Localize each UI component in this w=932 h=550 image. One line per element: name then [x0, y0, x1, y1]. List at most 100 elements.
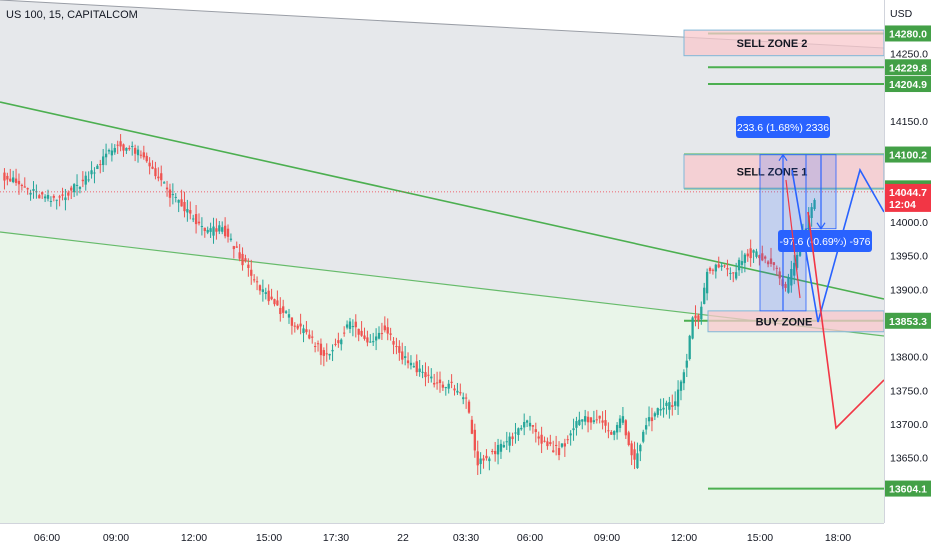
candle[interactable] [560, 443, 564, 449]
candle[interactable] [737, 257, 741, 276]
candle[interactable] [133, 144, 137, 162]
candle[interactable] [601, 411, 604, 430]
candle[interactable] [293, 322, 296, 333]
candle[interactable] [517, 427, 520, 441]
candle[interactable] [624, 419, 627, 439]
candle[interactable] [49, 196, 53, 207]
candle[interactable] [157, 167, 160, 182]
candle[interactable] [462, 392, 465, 405]
candle[interactable] [752, 249, 755, 263]
candle[interactable] [523, 413, 526, 436]
candle[interactable] [232, 245, 235, 259]
candle[interactable] [84, 171, 87, 191]
candle[interactable] [238, 244, 241, 262]
candle[interactable] [604, 410, 607, 433]
candle[interactable] [374, 328, 378, 351]
candle[interactable] [470, 415, 474, 435]
candle[interactable] [549, 434, 552, 447]
candle[interactable] [372, 332, 375, 346]
candle[interactable] [775, 265, 778, 276]
candle[interactable] [403, 345, 407, 366]
candle[interactable] [668, 396, 671, 419]
candle[interactable] [711, 268, 715, 275]
candle[interactable] [491, 448, 494, 455]
candle[interactable] [485, 449, 488, 461]
candle[interactable] [514, 423, 517, 444]
candle[interactable] [366, 330, 369, 347]
candle[interactable] [279, 297, 282, 322]
candle[interactable] [226, 224, 230, 243]
candle[interactable] [183, 191, 186, 218]
candle[interactable] [766, 260, 770, 268]
descending-trendline[interactable] [0, 101, 885, 300]
candle[interactable] [55, 199, 58, 210]
candle[interactable] [284, 310, 288, 314]
candle[interactable] [584, 409, 587, 426]
candle[interactable] [650, 407, 654, 432]
candle[interactable] [409, 355, 413, 370]
candle[interactable] [93, 167, 96, 184]
candle[interactable] [705, 268, 709, 301]
candle[interactable] [389, 327, 392, 341]
candle[interactable] [746, 249, 749, 262]
candle[interactable] [87, 171, 90, 183]
candle[interactable] [154, 161, 157, 180]
candle[interactable] [360, 321, 363, 337]
candle[interactable] [363, 327, 366, 341]
candle[interactable] [282, 299, 285, 319]
candle[interactable] [229, 233, 233, 242]
candle[interactable] [287, 308, 291, 324]
candle[interactable] [595, 409, 598, 424]
candle[interactable] [787, 273, 790, 294]
candle[interactable] [459, 383, 462, 396]
candle[interactable] [357, 328, 360, 342]
candle[interactable] [20, 183, 24, 191]
zone-buy-zone[interactable]: BUY ZONE [707, 310, 885, 333]
candle[interactable] [119, 134, 122, 152]
candle[interactable] [418, 360, 421, 377]
candle[interactable] [406, 352, 410, 369]
candle[interactable] [38, 193, 41, 199]
candle[interactable] [642, 429, 645, 444]
candle[interactable] [328, 353, 331, 360]
candle[interactable] [621, 406, 625, 426]
candle[interactable] [528, 415, 532, 431]
candle[interactable] [96, 164, 99, 170]
candle[interactable] [653, 411, 657, 421]
candle[interactable] [433, 373, 436, 388]
candle[interactable] [401, 342, 404, 365]
candle[interactable] [813, 198, 816, 211]
candle[interactable] [456, 382, 459, 395]
candle[interactable] [726, 259, 729, 277]
candle[interactable] [569, 430, 572, 446]
candle[interactable] [218, 220, 221, 235]
candle[interactable] [494, 441, 497, 462]
candle[interactable] [290, 317, 294, 335]
candle[interactable] [308, 329, 311, 340]
candle[interactable] [162, 181, 166, 184]
level-badge[interactable]: 13853.3 [885, 312, 931, 329]
candle[interactable] [464, 393, 468, 409]
candle[interactable] [552, 440, 555, 453]
candle[interactable] [296, 323, 299, 331]
candle[interactable] [12, 170, 15, 184]
candle[interactable] [505, 431, 508, 450]
candle[interactable] [703, 282, 706, 305]
candle[interactable] [43, 194, 47, 203]
candle[interactable] [662, 398, 665, 418]
candle[interactable] [131, 141, 134, 156]
candle[interactable] [482, 454, 485, 469]
candle[interactable] [160, 165, 163, 187]
candle[interactable] [758, 254, 761, 266]
candle[interactable] [656, 407, 659, 418]
candle[interactable] [671, 394, 674, 416]
candle[interactable] [592, 410, 596, 425]
candle[interactable] [755, 248, 758, 259]
candle[interactable] [691, 316, 694, 340]
candle[interactable] [784, 281, 787, 292]
candle[interactable] [427, 366, 430, 384]
candle[interactable] [540, 426, 543, 454]
candle[interactable] [104, 143, 108, 166]
candle[interactable] [392, 337, 395, 355]
candle[interactable] [26, 187, 29, 195]
